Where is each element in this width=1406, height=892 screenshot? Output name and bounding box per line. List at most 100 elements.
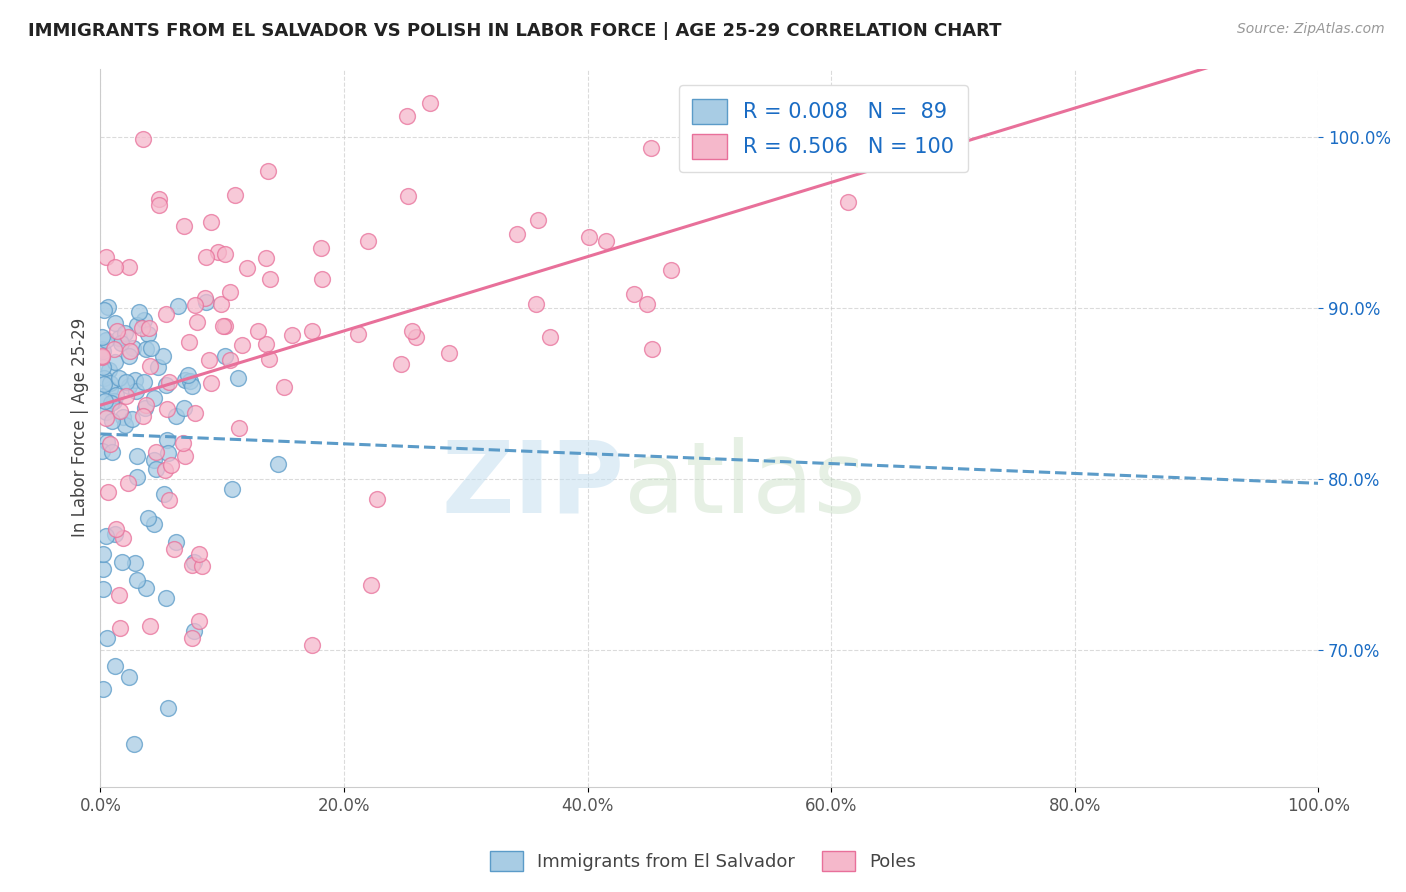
- Point: [108, 404, 131, 418]
- Point: [152, 349, 174, 363]
- Point: [139, 359, 162, 373]
- Text: ZIP: ZIP: [441, 437, 624, 533]
- Point: [91, 342, 114, 356]
- Point: [157, 375, 180, 389]
- Point: [103, 342, 125, 356]
- Point: [183, 298, 205, 312]
- Point: [132, 313, 155, 327]
- Point: [108, 622, 131, 636]
- Point: [188, 547, 211, 561]
- Point: [122, 737, 145, 751]
- Point: [228, 371, 250, 385]
- Point: [125, 384, 148, 398]
- Point: [135, 582, 157, 596]
- Point: [121, 411, 143, 425]
- Point: [211, 318, 233, 333]
- Point: [194, 250, 217, 264]
- Point: [506, 227, 529, 242]
- Point: [135, 398, 157, 412]
- Point: [156, 433, 179, 447]
- Point: [98, 382, 121, 396]
- Point: [301, 324, 323, 338]
- Point: [143, 517, 166, 532]
- Point: [127, 449, 149, 463]
- Point: [198, 352, 221, 367]
- Point: [155, 591, 177, 606]
- Point: [120, 343, 142, 358]
- Point: [173, 401, 195, 415]
- Point: [231, 338, 253, 352]
- Point: [98, 376, 121, 390]
- Legend: Immigrants from El Salvador, Poles: Immigrants from El Salvador, Poles: [482, 844, 924, 879]
- Point: [186, 315, 208, 329]
- Point: [90, 350, 112, 364]
- Point: [405, 330, 427, 344]
- Point: [148, 197, 170, 211]
- Point: [173, 219, 195, 233]
- Point: [254, 337, 277, 351]
- Point: [157, 446, 180, 460]
- Point: [139, 618, 162, 632]
- Point: [640, 141, 662, 155]
- Point: [90, 330, 112, 344]
- Point: [159, 458, 181, 472]
- Text: atlas: atlas: [624, 437, 866, 533]
- Point: [301, 638, 323, 652]
- Point: [117, 330, 139, 344]
- Point: [156, 402, 179, 417]
- Point: [219, 352, 242, 367]
- Point: [104, 658, 127, 673]
- Point: [94, 529, 117, 543]
- Point: [309, 242, 332, 256]
- Point: [155, 307, 177, 321]
- Point: [124, 373, 146, 387]
- Point: [346, 327, 368, 342]
- Point: [221, 482, 243, 496]
- Point: [112, 410, 135, 425]
- Point: [104, 523, 127, 537]
- Point: [224, 187, 246, 202]
- Point: [108, 371, 131, 385]
- Point: [200, 215, 222, 229]
- Point: [127, 573, 149, 587]
- Point: [101, 414, 124, 428]
- Point: [165, 409, 187, 423]
- Point: [280, 327, 302, 342]
- Point: [145, 462, 167, 476]
- Point: [93, 376, 115, 391]
- Point: [132, 409, 155, 423]
- Point: [104, 355, 127, 369]
- Point: [94, 250, 117, 264]
- Point: [538, 330, 561, 344]
- Point: [117, 476, 139, 491]
- Point: [117, 379, 139, 393]
- Text: IMMIGRANTS FROM EL SALVADOR VS POLISH IN LABOR FORCE | AGE 25-29 CORRELATION CHA: IMMIGRANTS FROM EL SALVADOR VS POLISH IN…: [28, 22, 1001, 40]
- Text: Source: ZipAtlas.com: Source: ZipAtlas.com: [1237, 22, 1385, 37]
- Point: [179, 374, 201, 388]
- Point: [136, 511, 159, 525]
- Point: [266, 457, 288, 471]
- Point: [96, 435, 118, 450]
- Point: [105, 325, 128, 339]
- Point: [641, 342, 664, 356]
- Point: [103, 394, 125, 409]
- Point: [142, 391, 165, 405]
- Point: [165, 534, 187, 549]
- Point: [389, 357, 412, 371]
- Point: [214, 350, 236, 364]
- Point: [139, 341, 162, 355]
- Point: [172, 436, 194, 450]
- Point: [636, 297, 658, 311]
- Point: [96, 334, 118, 348]
- Point: [91, 349, 114, 363]
- Point: [101, 444, 124, 458]
- Point: [526, 297, 548, 311]
- Point: [437, 346, 460, 360]
- Point: [661, 263, 683, 277]
- Point: [177, 368, 200, 383]
- Point: [145, 445, 167, 459]
- Point: [114, 326, 136, 340]
- Point: [181, 558, 204, 572]
- Point: [94, 394, 117, 409]
- Point: [93, 562, 115, 576]
